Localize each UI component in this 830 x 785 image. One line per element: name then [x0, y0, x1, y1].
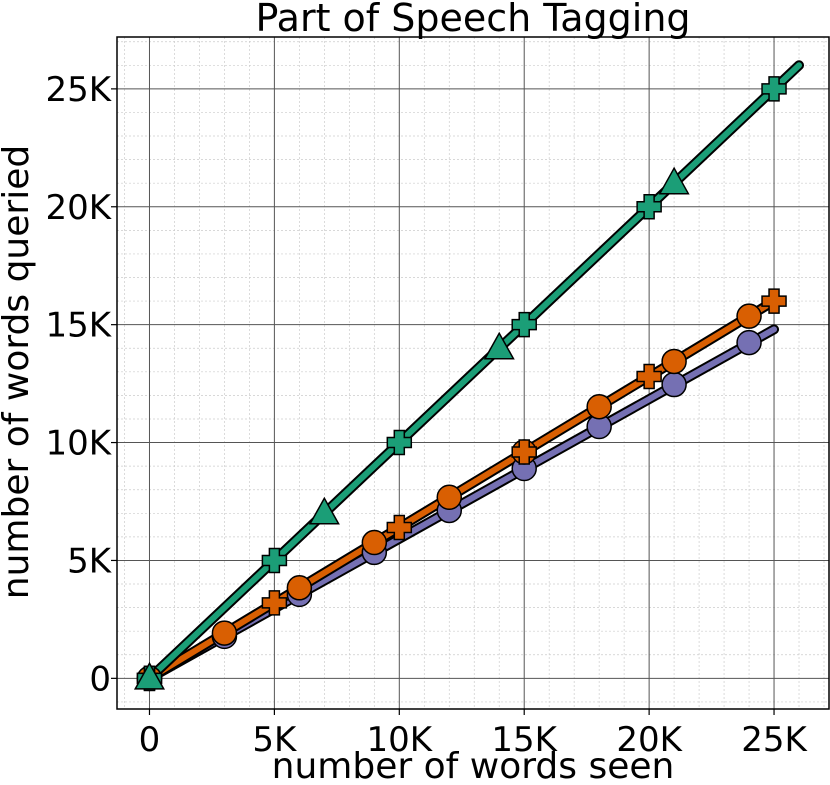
series-0-plus-marker	[636, 194, 662, 220]
x-tick-label: 15K	[491, 720, 558, 760]
series-0-triangle-marker	[308, 496, 340, 525]
major-grid	[117, 37, 829, 709]
series-0-plus-marker	[511, 311, 537, 338]
chart-title: Part of Speech Tagging	[255, 0, 690, 40]
series-2-plus-marker	[261, 590, 288, 616]
series-2-plus-marker	[636, 363, 662, 390]
x-axis-ticks: 0 5K 10K 15K 20K 25K	[139, 709, 809, 760]
y-tick-label: 20K	[45, 188, 112, 228]
x-axis-label: number of words seen	[272, 746, 675, 785]
series-2-circle-marker	[361, 529, 388, 556]
series-0-plus-marker	[386, 429, 413, 456]
series-2-circle-marker	[661, 348, 687, 375]
x-tick-label: 10K	[367, 720, 434, 760]
series-2-plus-marker	[386, 514, 413, 541]
x-tick-label: 5K	[252, 720, 298, 760]
x-tick-label: 0	[139, 720, 161, 760]
series-2-circle-marker	[211, 620, 238, 646]
series-layer	[133, 60, 805, 692]
series-0-plus-marker	[761, 76, 787, 102]
series-2-circle-marker	[436, 484, 463, 511]
y-tick-label: 25K	[45, 70, 112, 110]
series-2-circle-marker	[736, 303, 762, 329]
series-2-plus-marker	[761, 288, 787, 314]
series-1-circle-marker	[661, 371, 687, 398]
y-tick-label: 10K	[45, 424, 112, 464]
series-2-circle-marker	[286, 575, 313, 601]
series-0-triangle-marker	[658, 166, 690, 195]
y-axis-label: number of words queried	[0, 145, 37, 599]
plot-frame	[116, 36, 830, 710]
series-0-plus-marker	[261, 547, 288, 574]
y-tick-label: 0	[89, 659, 111, 699]
x-tick-label: 25K	[741, 720, 808, 760]
series-2-circle-marker	[586, 393, 612, 420]
plot-area	[116, 36, 830, 710]
series-0-triangle-marker	[133, 661, 166, 690]
series-0-line	[146, 62, 803, 682]
series-1-circle-marker	[736, 329, 762, 356]
y-tick-label: 15K	[45, 306, 112, 346]
x-tick-label: 20K	[616, 720, 683, 760]
y-tick-label: 5K	[67, 541, 113, 581]
series-2-plus-marker	[511, 439, 537, 465]
minor-grid	[117, 37, 829, 709]
series-0-triangle-marker	[483, 331, 515, 360]
y-axis-ticks: 0 5K 10K 15K 20K 25K	[45, 70, 117, 699]
